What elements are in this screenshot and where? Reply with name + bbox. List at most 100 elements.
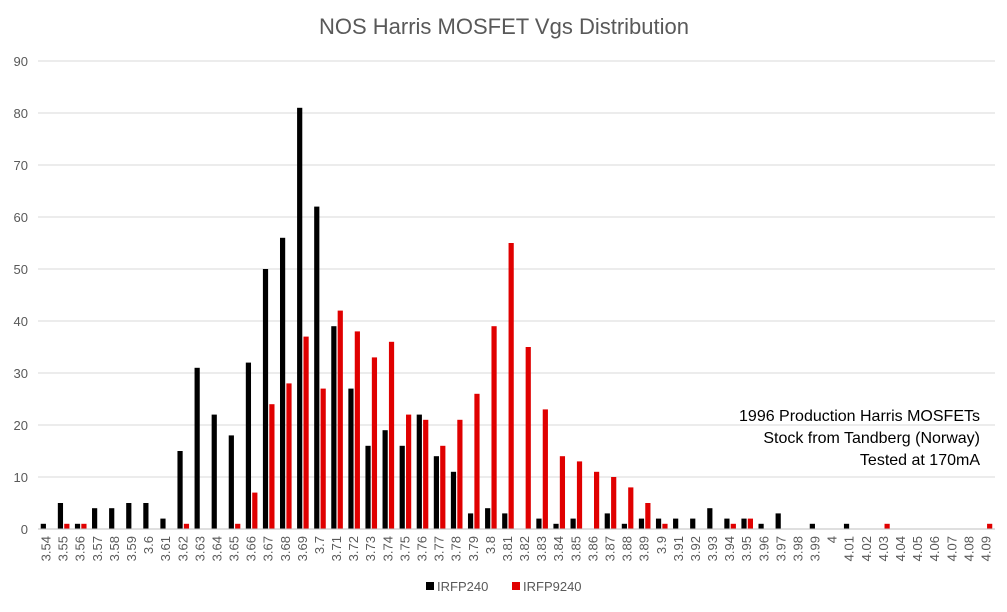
x-tick-label: 3.88: [620, 536, 635, 561]
x-tick-label: 3.98: [790, 536, 805, 561]
x-tick-label: 4.06: [927, 536, 942, 561]
x-tick-label: 4.01: [842, 536, 857, 561]
annotation-line: 1996 Production Harris MOSFETs: [739, 408, 980, 425]
x-tick-label: 3.62: [175, 536, 190, 561]
x-tick-label: 3.85: [568, 536, 583, 561]
bars-layer: [40, 107, 993, 530]
x-tick-label: 3.8: [483, 536, 498, 554]
x-tick-label: 3.95: [739, 536, 754, 561]
bar-irfp240: [775, 513, 781, 529]
x-tick-label: 3.54: [39, 536, 54, 561]
bar-irfp240: [809, 523, 815, 529]
x-tick-label: 3.79: [466, 536, 481, 561]
bar-irfp240: [245, 362, 252, 529]
x-tick-label: 3.64: [209, 536, 224, 561]
x-tick-label: 3.59: [124, 536, 139, 561]
bar-irfp240: [262, 269, 269, 529]
bar-irfp9240: [884, 523, 890, 529]
x-tick-label: 3.91: [671, 536, 686, 561]
x-tick-label: 4.07: [944, 536, 959, 561]
x-tick-label: 3.92: [688, 536, 703, 561]
bar-irfp240: [382, 430, 388, 529]
x-tick-label: 3.82: [517, 536, 532, 561]
annotation-line: Stock from Tandberg (Norway): [763, 430, 980, 447]
x-tick-label: 3.78: [449, 536, 464, 561]
bar-irfp9240: [286, 383, 292, 529]
x-tick-label: 3.6: [141, 536, 156, 554]
annotation-line: Tested at 170mA: [860, 452, 980, 469]
bar-irfp240: [365, 445, 371, 529]
bar-irfp9240: [508, 243, 514, 529]
bar-irfp240: [211, 414, 217, 529]
x-tick-label: 4: [825, 536, 840, 543]
bar-irfp240: [604, 513, 610, 529]
x-tick-label: 4.08: [961, 536, 976, 561]
x-tick-label: 3.97: [773, 536, 788, 561]
bar-irfp240: [673, 518, 679, 529]
x-tick-label: 3.94: [722, 536, 737, 561]
x-tick-label: 3.77: [432, 536, 447, 561]
x-tick-label: 3.89: [637, 536, 652, 561]
x-tick-label: 3.9: [654, 536, 669, 554]
x-tick-label: 3.81: [500, 536, 515, 561]
y-tick-label: 80: [14, 106, 28, 121]
bar-irfp240: [843, 523, 850, 529]
bar-irfp9240: [440, 445, 446, 529]
bar-irfp240: [655, 518, 662, 529]
bar-irfp240: [126, 503, 132, 529]
bar-irfp9240: [542, 409, 548, 529]
bar-irfp9240: [474, 393, 480, 529]
bar-irfp9240: [730, 523, 736, 529]
bar-irfp9240: [64, 523, 70, 529]
x-tick-label: 3.66: [244, 536, 259, 561]
x-tick-label: 3.83: [534, 536, 549, 561]
x-tick-label: 3.76: [415, 536, 430, 561]
bar-irfp240: [621, 523, 627, 529]
bar-irfp9240: [559, 456, 566, 529]
x-tick-label: 3.61: [158, 536, 173, 561]
bar-irfp9240: [645, 503, 651, 529]
x-tick-label: 3.73: [363, 536, 378, 561]
bar-irfp9240: [987, 523, 993, 529]
bar-irfp240: [57, 503, 64, 529]
x-tick-label: 4.05: [910, 536, 925, 561]
x-tick-label: 3.7: [312, 536, 327, 554]
bar-irfp240: [399, 445, 405, 529]
x-tick-label: 4.02: [859, 536, 874, 561]
chart-legend: IRFP240 IRFP9240: [426, 579, 582, 594]
x-tick-label: 4.03: [876, 536, 891, 561]
bar-irfp9240: [303, 336, 309, 529]
x-tick-label: 3.71: [329, 536, 344, 561]
y-tick-label: 50: [14, 262, 28, 277]
x-tick-label: 3.57: [90, 536, 105, 561]
x-tick-label: 3.99: [808, 536, 823, 561]
bar-irfp240: [690, 518, 696, 529]
bar-irfp9240: [354, 331, 360, 529]
y-tick-label: 40: [14, 314, 28, 329]
bar-irfp9240: [337, 310, 343, 529]
bar-irfp240: [109, 508, 115, 529]
bar-irfp240: [502, 513, 508, 529]
bar-irfp240: [433, 456, 439, 529]
bar-irfp240: [314, 206, 320, 529]
bar-irfp240: [74, 523, 81, 529]
bar-irfp240: [707, 508, 713, 529]
x-tick-label: 4.04: [893, 536, 908, 561]
x-tick-label: 3.69: [295, 536, 310, 561]
x-tick-label: 3.74: [380, 536, 395, 561]
y-tick-label: 30: [14, 366, 28, 381]
x-tick-label: 3.96: [756, 536, 771, 561]
bar-irfp240: [536, 518, 542, 529]
bar-irfp240: [160, 518, 166, 529]
chart-title: NOS Harris MOSFET Vgs Distribution: [319, 14, 689, 39]
bar-irfp240: [228, 435, 234, 529]
bar-irfp9240: [611, 477, 617, 529]
bar-irfp240: [416, 414, 422, 529]
bar-irfp9240: [491, 326, 497, 529]
bar-irfp9240: [269, 404, 275, 529]
x-tick-label: 3.86: [585, 536, 600, 561]
bar-irfp9240: [235, 523, 241, 529]
bar-irfp9240: [371, 357, 378, 529]
bar-irfp9240: [388, 341, 395, 529]
